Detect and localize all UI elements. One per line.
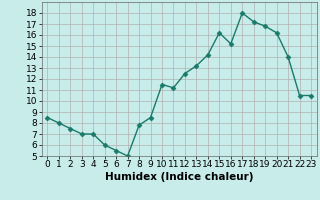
X-axis label: Humidex (Indice chaleur): Humidex (Indice chaleur): [105, 172, 253, 182]
